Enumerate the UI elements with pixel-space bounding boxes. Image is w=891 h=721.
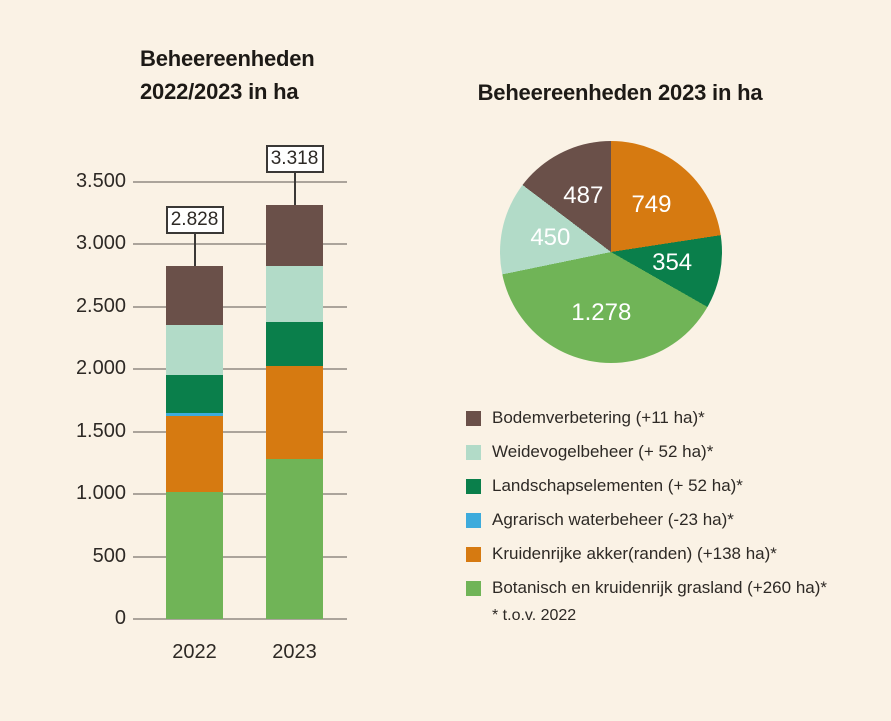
total-callout-2022: 2.828 xyxy=(165,205,224,234)
pie-chart-title: Beheereenheden 2023 in ha xyxy=(477,80,763,105)
legend-swatch-icon xyxy=(466,410,481,426)
y-axis-tick-label: 0 xyxy=(114,607,126,629)
gridline-1.000 xyxy=(133,493,347,496)
bar-segment-2022-botanisch-en-kruidenrijk-grasland xyxy=(166,491,223,619)
total-callout-2023: 3.318 xyxy=(265,144,324,173)
gridline-500 xyxy=(133,555,347,558)
pie-slice-label-landschapselementen: 354 xyxy=(652,249,693,277)
gridline-3.500 xyxy=(133,181,347,183)
bar-segment-2022-agrarisch-waterbeheer xyxy=(166,412,223,416)
x-axis-label-2022: 2022 xyxy=(172,641,217,663)
total-callout-line-2022 xyxy=(193,233,196,266)
legend-item: Bodemverbetering (+11 ha)* xyxy=(466,401,827,435)
legend-item: Agrarisch waterbeheer (-23 ha)* xyxy=(466,503,827,537)
y-axis-tick-label: 3.000 xyxy=(75,232,126,255)
legend-item-label: Weidevogelbeheer (+ 52 ha)* xyxy=(492,442,714,461)
gridline-3.000 xyxy=(133,243,347,246)
bar-segment-2022-weidevogelbeheer xyxy=(166,325,223,376)
legend-swatch-icon xyxy=(466,580,481,596)
bar-chart-title: Beheereenheden 2022/2023 in ha xyxy=(140,42,315,108)
legend-item-label: Bodemverbetering (+11 ha)* xyxy=(492,408,705,427)
legend-swatch-icon xyxy=(466,444,481,460)
bar-segment-2023-botanisch-en-kruidenrijk-grasland xyxy=(266,459,323,619)
gridline-1.500 xyxy=(133,430,347,433)
gridline-2.500 xyxy=(133,305,347,308)
legend-swatch-icon xyxy=(466,546,481,562)
pie-slice-label-weidevogelbeheer: 450 xyxy=(530,224,571,252)
pie-slice-label-kruidenrijke-akker-randen-: 749 xyxy=(631,190,672,218)
pie-slice-label-bodemverbetering: 487 xyxy=(563,182,604,210)
y-axis-tick-label: 3.500 xyxy=(75,170,126,192)
legend-item: Landschapselementen (+ 52 ha)* xyxy=(466,469,827,503)
legend-swatch-icon xyxy=(466,478,481,494)
total-callout-line-2023 xyxy=(293,172,296,205)
bar-segment-2023-bodemverbetering xyxy=(266,204,323,266)
bar-segment-2022-bodemverbetering xyxy=(166,265,223,326)
gridline-0 xyxy=(133,618,347,620)
legend-item-label: Botanisch en kruidenrijk grasland (+260 … xyxy=(492,578,828,597)
bar-chart-title-line1: Beheereenheden xyxy=(140,46,315,71)
legend-item-label: Agrarisch waterbeheer (-23 ha)* xyxy=(492,510,734,529)
legend-item: Botanisch en kruidenrijk grasland (+260 … xyxy=(466,571,827,605)
bar-segment-2023-landschapselementen xyxy=(266,321,323,366)
gridline-2.000 xyxy=(133,368,347,371)
x-axis-label-2023: 2023 xyxy=(272,641,317,663)
y-axis-tick-label: 2.000 xyxy=(75,357,126,380)
legend-item: Kruidenrijke akker(randen) (+138 ha)* xyxy=(466,537,827,571)
stacked-bar-chart: 0 500 1.000 1.500 2.000 2.500 3.000 3.500 2.828 2… xyxy=(0,0,420,721)
legend-item-label: Landschapselementen (+ 52 ha)* xyxy=(492,476,743,495)
bar-segment-2022-kruidenrijke-akker-randen- xyxy=(166,415,223,492)
pie-slice-label-botanisch-en-kruidenrijk-grasland: 1.278 xyxy=(571,299,632,327)
y-axis-tick-label: 1.500 xyxy=(75,419,126,442)
legend-swatch-icon xyxy=(466,512,481,528)
y-axis-tick-label: 500 xyxy=(92,544,126,567)
legend-footnote: * t.o.v. 2022 xyxy=(492,607,577,624)
y-axis-tick-label: 1.000 xyxy=(75,482,126,505)
y-axis-tick-label: 2.500 xyxy=(75,294,126,317)
legend-item: Weidevogelbeheer (+ 52 ha)* xyxy=(466,435,827,469)
pie-legend: Bodemverbetering (+11 ha)* Weidevogelbehe… xyxy=(466,401,827,625)
bar-segment-2023-kruidenrijke-akker-randen- xyxy=(266,365,323,460)
bar-segment-2023-weidevogelbeheer xyxy=(266,265,323,322)
bar-segment-2022-landschapselementen xyxy=(166,375,223,413)
bar-chart-title-line2: 2022/2023 in ha xyxy=(140,79,299,104)
pie-chart: 749 354 1.278 450 487 xyxy=(500,141,722,363)
legend-item-label: Kruidenrijke akker(randen) (+138 ha)* xyxy=(492,544,777,563)
